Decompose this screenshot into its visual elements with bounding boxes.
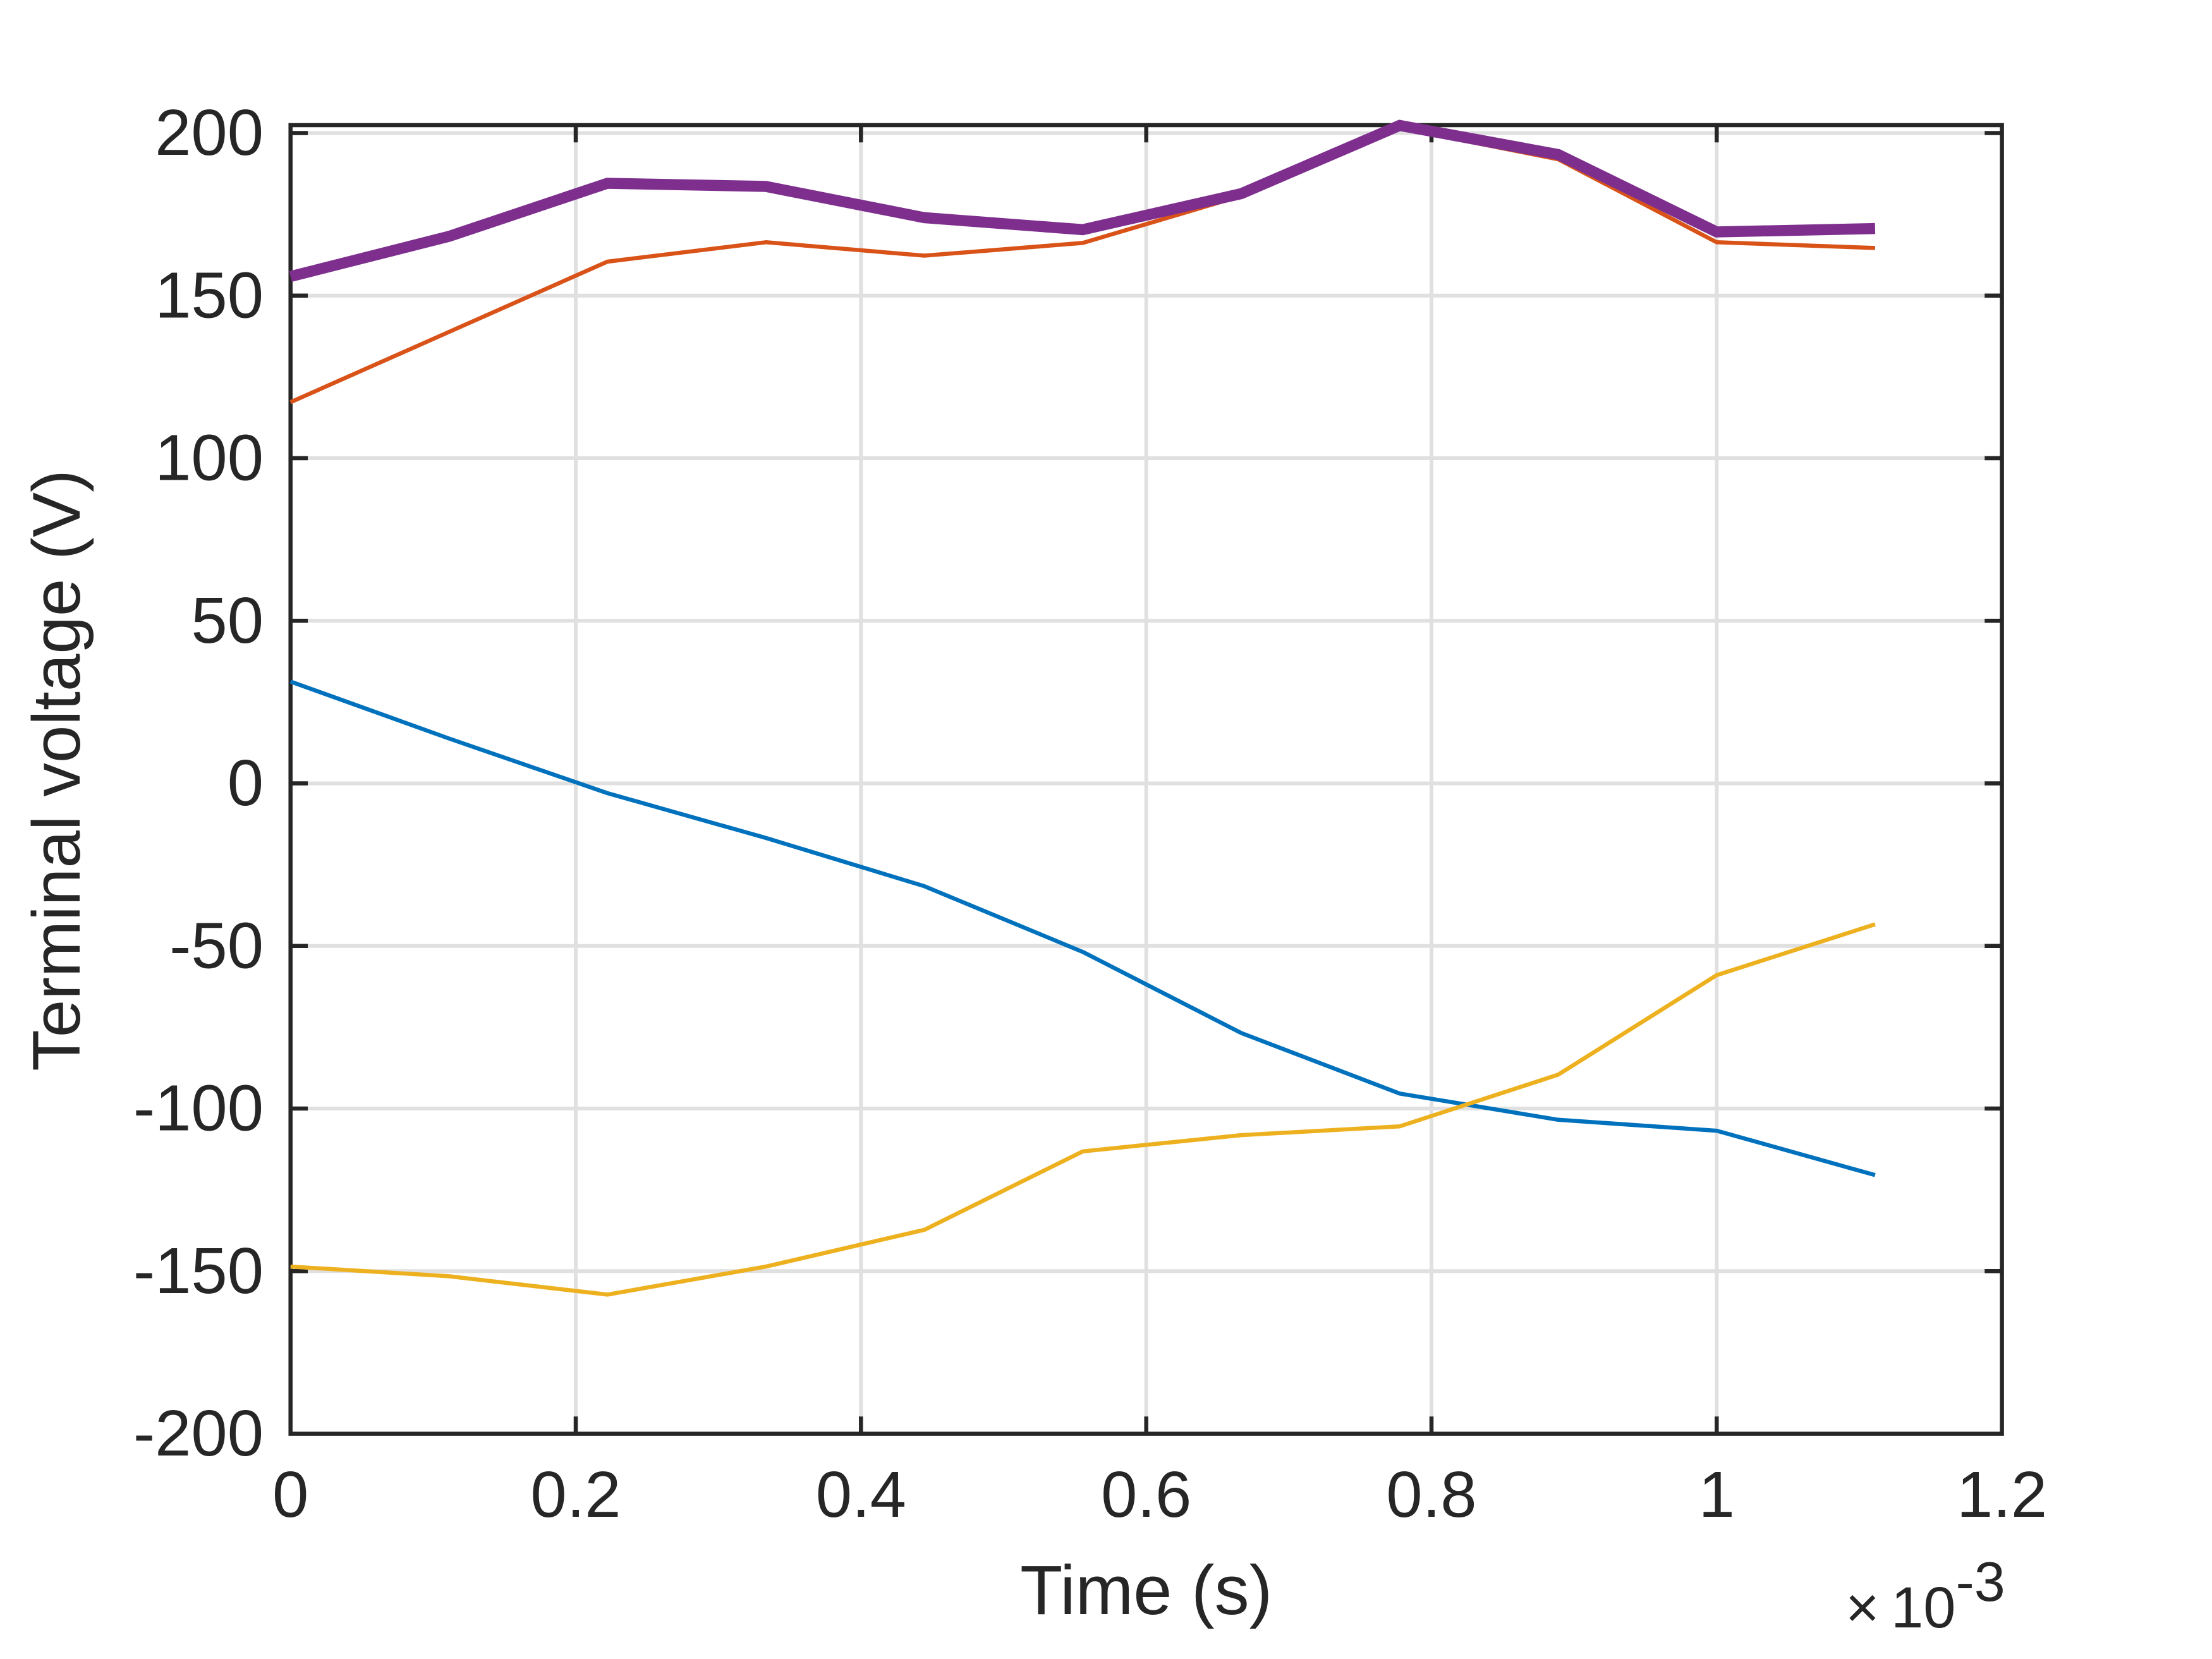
svg-text:1: 1	[1699, 1458, 1735, 1531]
svg-text:0.8: 0.8	[1386, 1458, 1476, 1531]
svg-text:0: 0	[272, 1458, 308, 1531]
svg-text:50: 50	[191, 584, 264, 657]
svg-text:150: 150	[155, 258, 264, 331]
svg-text:100: 100	[155, 422, 264, 494]
svg-text:Terminal voltage (V): Terminal voltage (V)	[18, 470, 94, 1071]
svg-text:200: 200	[155, 96, 264, 169]
svg-text:-150: -150	[133, 1234, 264, 1307]
svg-text:0.4: 0.4	[816, 1458, 906, 1531]
svg-text:1.2: 1.2	[1957, 1458, 2047, 1531]
svg-text:-50: -50	[169, 909, 264, 981]
svg-text:-100: -100	[133, 1072, 264, 1145]
svg-text:Time (s): Time (s)	[1020, 1552, 1272, 1629]
svg-text:0.6: 0.6	[1101, 1458, 1191, 1531]
svg-text:0.2: 0.2	[530, 1458, 621, 1531]
svg-text:0: 0	[228, 746, 264, 819]
svg-text:-200: -200	[133, 1397, 264, 1469]
